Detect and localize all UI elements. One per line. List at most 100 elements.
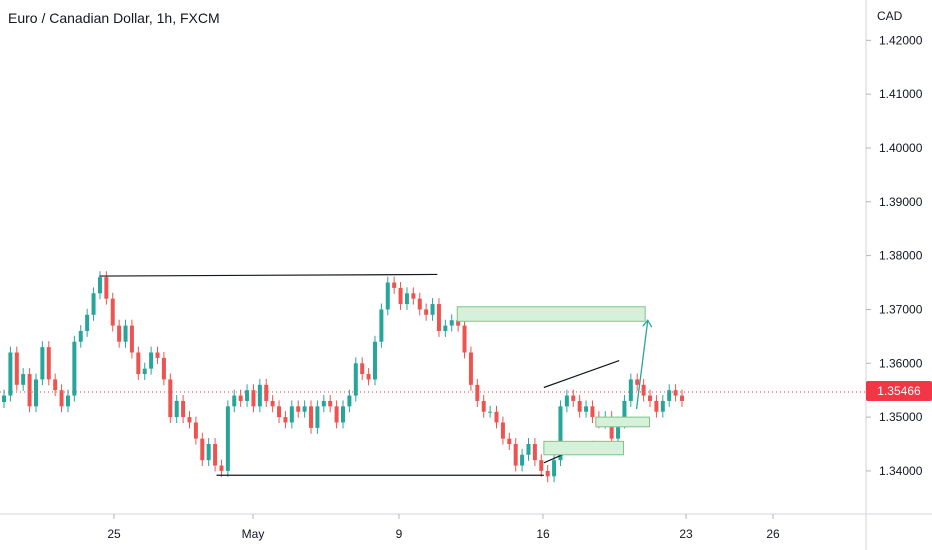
candle-body (97, 277, 102, 294)
candle-body (392, 282, 397, 288)
candle-body (641, 384, 646, 396)
x-tick-label: 9 (396, 527, 403, 541)
y-tick-label: 1.41000 (879, 87, 923, 101)
annotation-layer (99, 273, 653, 476)
candle-body (622, 400, 627, 423)
last-price-tag: 1.35466 (866, 381, 932, 401)
candle-body (507, 438, 512, 445)
x-tick-label: 26 (766, 527, 780, 541)
candle-body (78, 330, 83, 342)
x-tick-label: 16 (536, 527, 550, 541)
candle-body (372, 341, 377, 380)
candle-body (660, 400, 665, 412)
candle-body (8, 352, 13, 396)
candle-body (238, 395, 243, 401)
candle-body (366, 374, 371, 380)
channel-upper-line (543, 360, 620, 389)
candle-body (225, 406, 230, 471)
candle-body (104, 277, 109, 299)
candle-body (136, 352, 141, 375)
support-zone-upper (595, 416, 650, 428)
candle-body (449, 320, 454, 326)
candle-body (46, 347, 51, 380)
candle-body (213, 444, 218, 466)
candle-body (680, 395, 684, 401)
candle-body (315, 406, 320, 428)
candle-body (59, 390, 64, 407)
candle-body (257, 384, 262, 407)
target-zone (456, 306, 646, 322)
candle-body (181, 400, 186, 418)
candle-body (2, 395, 6, 403)
candle-body (155, 352, 160, 358)
y-tick-label: 1.37000 (879, 302, 923, 316)
candle-body (616, 422, 621, 439)
candle-body (123, 325, 128, 342)
candle-body (494, 411, 499, 423)
candle-body (654, 400, 659, 412)
y-tick-label: 1.42000 (879, 33, 923, 47)
candle-body (341, 406, 345, 423)
y-tick-label: 1.38000 (879, 249, 923, 263)
candle-body (436, 304, 441, 331)
candle-body (673, 390, 678, 396)
candle-body (398, 287, 403, 305)
candle-body (302, 406, 307, 412)
candle-body (53, 379, 58, 391)
candle-body (513, 444, 518, 466)
candle-body (232, 395, 237, 407)
candle-body (667, 390, 672, 401)
candle-body (347, 395, 352, 407)
candle-body (91, 293, 96, 315)
candle-body (270, 400, 275, 407)
candle-body (468, 352, 473, 385)
candle-body (360, 363, 365, 375)
candle-body (72, 341, 77, 396)
candle-body (571, 395, 576, 401)
candle-body (174, 400, 179, 418)
candle-body (481, 400, 486, 412)
candle-body (577, 400, 582, 412)
candle-body (321, 400, 326, 407)
candle-body (40, 347, 45, 380)
candle-body (430, 304, 435, 315)
candle-body (309, 406, 314, 428)
candle-body (590, 406, 595, 418)
candle-body (277, 406, 282, 418)
candle-body (520, 454, 525, 466)
x-tick-label: 25 (107, 527, 121, 541)
candle-body (539, 460, 544, 471)
candle-body (417, 298, 422, 310)
candle-body (500, 422, 505, 439)
candle-body (85, 314, 90, 331)
candle-body (475, 384, 480, 401)
candle-body (334, 406, 339, 423)
candle-body (552, 460, 557, 477)
candle-body (628, 379, 633, 401)
candle-body (379, 309, 384, 342)
candle-body (488, 411, 493, 413)
candle-body (193, 422, 198, 439)
candle-body (117, 325, 122, 342)
candle-body (200, 438, 205, 461)
candle-body (251, 390, 256, 407)
candle-body (385, 282, 390, 310)
candle-body (526, 444, 531, 455)
resistance-line (99, 273, 438, 277)
candle-body (110, 298, 115, 326)
candle-body (187, 417, 192, 423)
chart-title: Euro / Canadian Dollar, 1h, FXCM (8, 10, 220, 26)
candle-body (545, 470, 550, 477)
candles-layer (2, 271, 684, 483)
candle-body (443, 325, 448, 331)
candle-body (33, 379, 38, 407)
candle-body (219, 465, 224, 471)
candle-body (142, 368, 147, 375)
candle-body (264, 384, 269, 401)
candle-body (558, 406, 563, 461)
candle-body (424, 309, 429, 315)
candle-body (21, 374, 26, 385)
candle-body (609, 417, 614, 439)
candle-body (648, 395, 653, 401)
